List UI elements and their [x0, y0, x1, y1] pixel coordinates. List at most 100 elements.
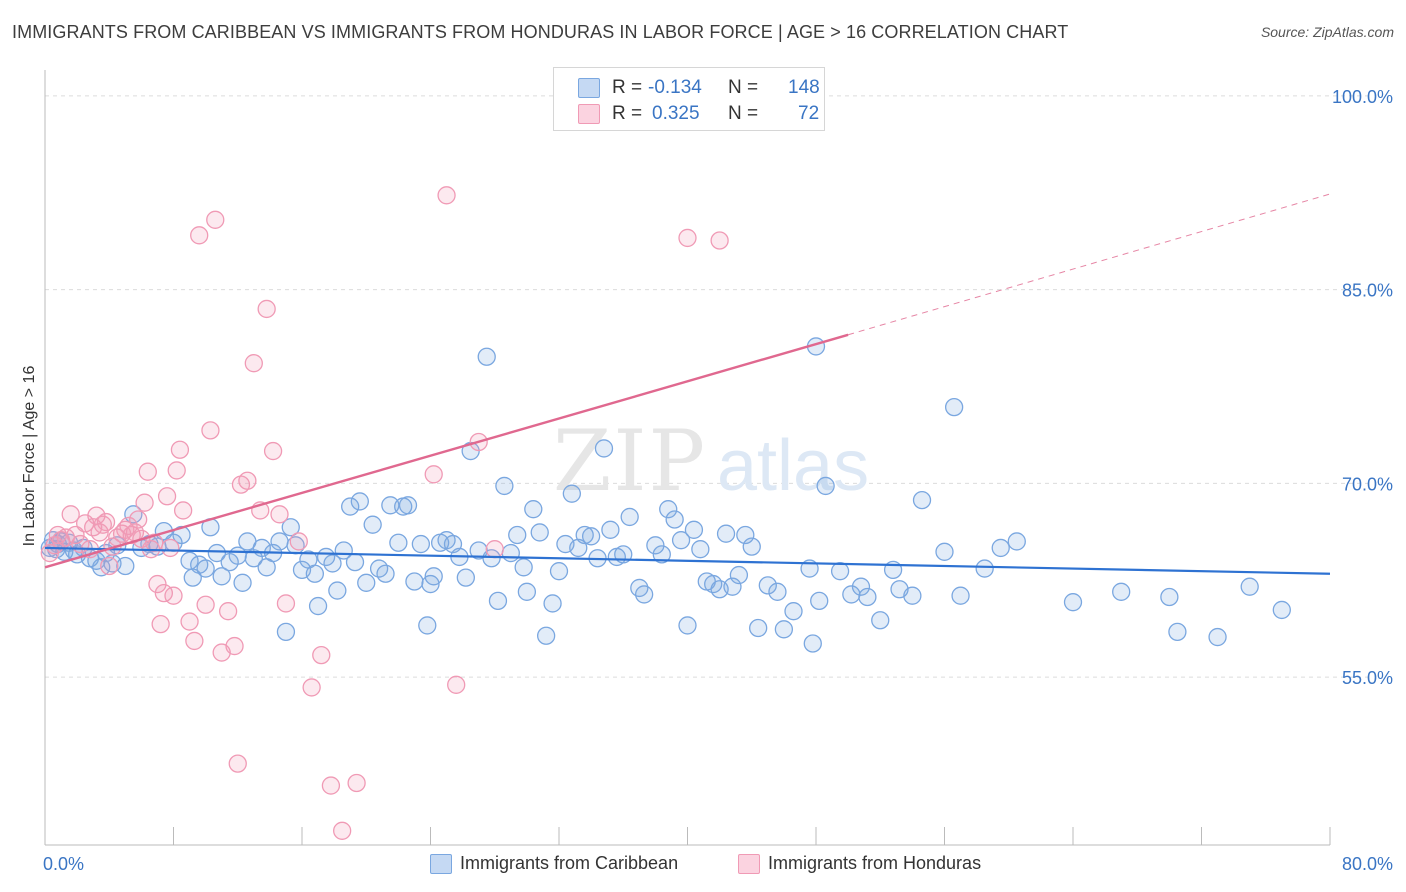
caribbean-point: [172, 525, 191, 545]
r-label: R =: [612, 77, 643, 98]
caribbean-point: [1240, 577, 1259, 596]
caribbean-point: [276, 622, 296, 642]
caribbean-point: [530, 523, 549, 542]
caribbean-point: [212, 567, 231, 586]
caribbean-point: [328, 581, 347, 600]
caribbean-point: [281, 518, 300, 537]
caribbean-point: [665, 510, 684, 529]
caribbean-point: [363, 515, 382, 534]
caribbean-point: [975, 559, 994, 578]
caribbean-point: [508, 525, 527, 545]
axes: [44, 70, 1331, 846]
caribbean-swatch: [578, 78, 600, 98]
caribbean-point: [424, 567, 443, 586]
honduras-point: [185, 631, 204, 651]
stats-legend: R = -0.134 N = 148 R = 0.325 N = 72: [553, 67, 825, 131]
caribbean-point: [594, 439, 614, 458]
caribbean-point: [784, 602, 803, 621]
source-label: Source: ZipAtlas.com: [1260, 24, 1394, 40]
honduras-point: [225, 636, 244, 656]
caribbean-point: [196, 559, 215, 578]
series-caribbean-points: [40, 337, 1291, 653]
caribbean-point: [543, 594, 562, 613]
caribbean-point: [671, 531, 691, 550]
caribbean-point: [816, 476, 835, 496]
honduras-point: [228, 754, 247, 773]
honduras-point: [312, 645, 331, 665]
caribbean-point: [768, 582, 787, 601]
caribbean-point: [935, 542, 954, 561]
caribbean-point: [345, 552, 365, 572]
caribbean-point: [305, 564, 325, 583]
caribbean-point: [991, 538, 1010, 558]
honduras-point: [180, 612, 199, 631]
caribbean-point: [501, 543, 520, 563]
honduras-point: [196, 595, 215, 614]
caribbean-point: [405, 572, 424, 591]
caribbean-point: [357, 573, 376, 592]
caribbean-point: [691, 540, 710, 559]
caribbean-point: [116, 556, 135, 576]
y-tick-label: 70.0%: [1342, 474, 1393, 494]
n-value-caribbean: 148: [788, 77, 820, 98]
n-label: N =: [728, 103, 759, 124]
caribbean-point: [1168, 622, 1187, 642]
caribbean-point: [418, 616, 437, 635]
caribbean-point: [903, 586, 922, 605]
caribbean-point: [581, 527, 601, 546]
watermark-atlas: atlas: [717, 426, 869, 506]
honduras-point: [244, 354, 263, 373]
gridlines: [45, 95, 1370, 678]
y-tick-label: 55.0%: [1342, 668, 1393, 688]
honduras-point: [148, 574, 167, 594]
n-value-honduras: 72: [798, 103, 820, 124]
honduras-point: [218, 602, 238, 621]
caribbean-point: [575, 525, 594, 545]
honduras-point: [333, 821, 352, 840]
honduras-point: [190, 226, 209, 245]
caribbean-point: [858, 587, 877, 607]
caribbean-point: [851, 577, 871, 596]
caribbean-point: [389, 533, 408, 552]
tick-labels: 55.0% 70.0% 85.0% 100.0% 0.0% 80.0% In Labor F…: [21, 87, 1393, 874]
honduras-point: [151, 614, 170, 634]
caribbean-point: [951, 586, 970, 605]
caribbean-point: [456, 568, 475, 587]
watermark: ZIP atlas: [553, 412, 869, 510]
caribbean-point: [810, 591, 829, 611]
honduras-legend-swatch: [738, 854, 760, 874]
honduras-point: [437, 186, 456, 205]
caribbean-point: [207, 543, 227, 563]
honduras-point: [173, 501, 193, 520]
caribbean-point: [1272, 600, 1291, 620]
caribbean-point: [646, 536, 665, 555]
chart-title: IMMIGRANTS FROM CARIBBEAN VS IMMIGRANTS …: [12, 22, 1069, 42]
y-tick-label: 85.0%: [1342, 281, 1393, 301]
caribbean-point: [350, 492, 369, 511]
honduras-point: [96, 512, 116, 532]
honduras-point: [161, 538, 180, 558]
r-value-honduras: 0.325: [652, 103, 700, 124]
honduras-point: [347, 773, 366, 793]
honduras-point: [138, 462, 157, 481]
y-tick-label: 100.0%: [1332, 87, 1393, 107]
caribbean-point: [411, 534, 431, 554]
honduras-point: [157, 487, 177, 506]
caribbean-point: [678, 616, 697, 635]
caribbean-point: [659, 500, 678, 519]
honduras-point: [485, 540, 504, 559]
watermark-zip: ZIP: [553, 412, 707, 510]
honduras-trend-extension: [847, 193, 1331, 336]
caribbean-point: [912, 490, 932, 510]
caribbean-point: [620, 507, 639, 527]
honduras-point: [238, 471, 257, 490]
series-honduras-points: [40, 84, 729, 840]
honduras-point: [270, 505, 289, 524]
honduras-point: [170, 440, 190, 459]
caribbean-point: [233, 573, 252, 592]
caribbean-point: [514, 558, 533, 577]
caribbean-trend-line: [44, 546, 1331, 575]
caribbean-point: [495, 476, 514, 496]
honduras-swatch: [578, 104, 600, 124]
